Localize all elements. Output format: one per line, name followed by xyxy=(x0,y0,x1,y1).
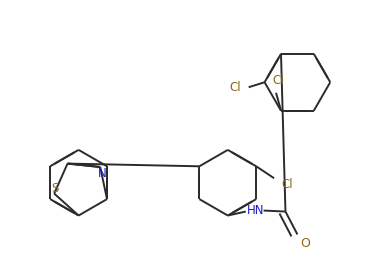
Text: HN: HN xyxy=(247,204,264,217)
Text: Cl: Cl xyxy=(281,178,293,191)
Text: S: S xyxy=(52,182,59,195)
Text: O: O xyxy=(300,237,310,250)
Text: Cl: Cl xyxy=(272,74,284,87)
Text: Cl: Cl xyxy=(229,81,241,94)
Text: N: N xyxy=(98,167,106,181)
